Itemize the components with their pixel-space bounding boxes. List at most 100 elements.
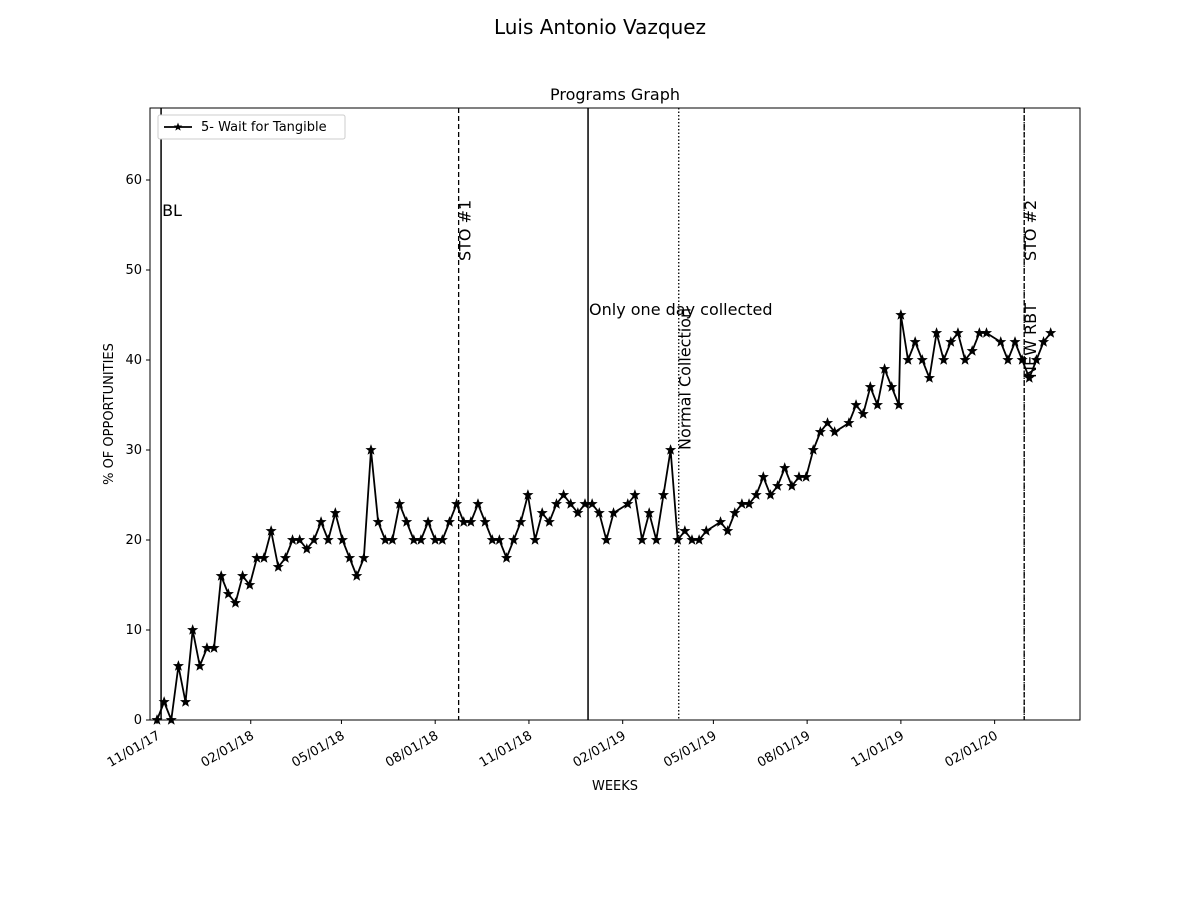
data-point <box>607 507 620 518</box>
data-point <box>465 516 477 527</box>
data-point <box>536 507 548 518</box>
x-axis-label: WEEKS <box>592 779 638 794</box>
chart-title: Programs Graph <box>550 85 680 104</box>
data-point <box>995 336 1007 347</box>
data-point <box>693 534 705 545</box>
data-point <box>479 516 491 527</box>
data-point <box>1023 372 1035 383</box>
data-point <box>179 696 192 707</box>
data-point <box>515 516 527 527</box>
data-point <box>344 552 356 563</box>
data-point <box>743 498 755 509</box>
data-point <box>315 516 327 527</box>
data-point <box>393 498 406 509</box>
data-point <box>629 489 641 500</box>
data-point <box>194 660 206 671</box>
data-point <box>1016 354 1028 365</box>
phase-label: Only one day collected <box>589 300 773 319</box>
y-tick-label: 20 <box>125 533 142 548</box>
y-tick-label: 50 <box>125 263 142 278</box>
data-point <box>893 399 905 410</box>
y-tick-label: 0 <box>134 713 142 728</box>
y-tick-label: 60 <box>125 173 142 188</box>
data-point <box>764 489 777 500</box>
data-point <box>336 534 349 545</box>
data-point <box>952 327 964 338</box>
data-point <box>472 498 484 509</box>
data-point <box>565 498 577 509</box>
data-point <box>636 534 648 545</box>
data-point <box>622 498 634 509</box>
data-point <box>1045 327 1057 338</box>
data-point <box>923 372 935 383</box>
data-point <box>909 336 921 347</box>
y-tick-label: 30 <box>125 443 142 458</box>
data-point <box>814 426 826 437</box>
data-point <box>272 561 284 572</box>
data-point <box>1009 336 1021 347</box>
data-point <box>279 552 291 563</box>
data-point <box>657 489 670 500</box>
data-point <box>329 507 341 518</box>
data-point <box>593 507 605 518</box>
data-point <box>151 714 163 725</box>
data-point <box>959 354 971 365</box>
data-point <box>244 579 256 590</box>
y-tick-label: 10 <box>125 623 142 638</box>
data-point <box>650 534 662 545</box>
data-point <box>966 345 978 356</box>
data-point <box>158 696 170 707</box>
data-point <box>358 552 370 563</box>
data-point <box>443 516 456 527</box>
data-point <box>586 498 598 509</box>
data-point <box>772 480 784 491</box>
data-point <box>786 480 798 491</box>
data-point <box>916 354 928 365</box>
data-point <box>1030 354 1042 365</box>
data-point <box>522 489 534 500</box>
phase-label: BL <box>162 201 182 220</box>
data-point <box>750 489 762 500</box>
data-point <box>308 534 320 545</box>
data-point <box>600 534 612 545</box>
data-point <box>895 309 907 320</box>
legend-box <box>157 114 346 140</box>
plot-frame <box>149 107 1081 721</box>
figure-suptitle: Luis Antonio Vazquez <box>494 15 706 39</box>
data-point <box>215 570 227 581</box>
data-point <box>436 534 448 545</box>
data-point <box>643 507 655 518</box>
data-point <box>558 489 570 500</box>
data-point <box>258 552 270 563</box>
data-point <box>722 525 734 536</box>
data-point <box>980 327 993 338</box>
data-point <box>265 525 277 536</box>
data-point <box>508 534 520 545</box>
legend-label: 5- Wait for Tangible <box>201 120 327 135</box>
data-point <box>807 444 819 455</box>
data-point <box>351 570 363 581</box>
data-point <box>871 399 884 410</box>
data-point <box>945 336 957 347</box>
data-point <box>415 534 427 545</box>
data-point <box>165 714 177 725</box>
data-point <box>301 543 313 554</box>
data-point <box>800 471 812 482</box>
data-point <box>422 516 434 527</box>
data-point <box>679 525 691 536</box>
data-point <box>208 642 220 653</box>
data-point <box>821 417 834 428</box>
data-point <box>529 534 541 545</box>
data-point <box>700 525 712 536</box>
data-point <box>451 498 463 509</box>
data-point <box>829 426 841 437</box>
data-point <box>902 354 914 365</box>
data-point <box>543 516 555 527</box>
data-point <box>857 408 869 419</box>
data-point <box>850 399 862 410</box>
data-point <box>665 444 677 455</box>
data-point <box>372 516 384 527</box>
data-point <box>294 534 306 545</box>
data-point <box>237 570 249 581</box>
